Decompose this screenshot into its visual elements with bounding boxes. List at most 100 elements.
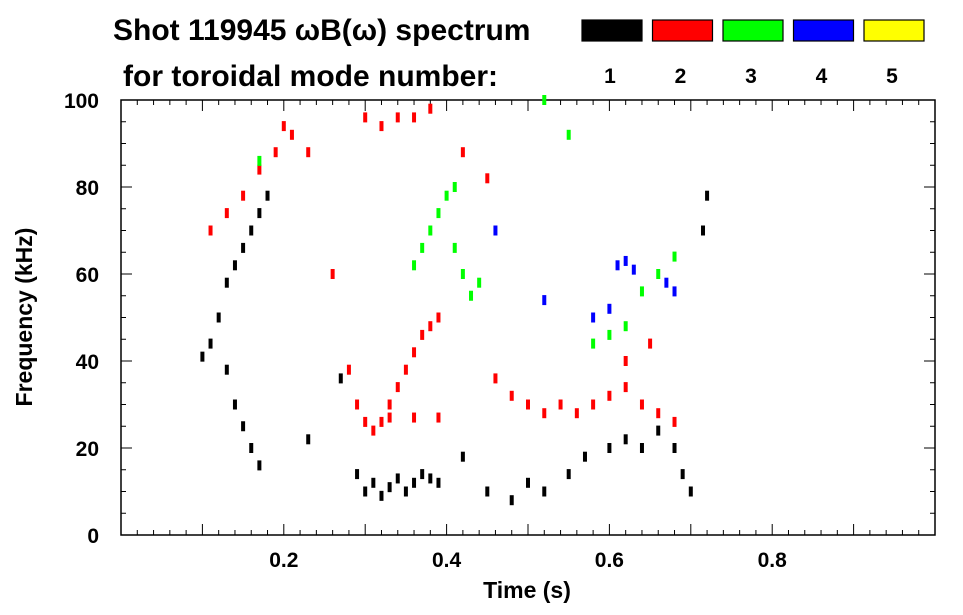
data-point-mode-3 bbox=[412, 260, 417, 271]
x-tick-label: 0.4 bbox=[432, 549, 462, 572]
data-point-mode-4 bbox=[607, 303, 612, 314]
data-point-mode-2 bbox=[403, 364, 408, 375]
data-point-mode-1 bbox=[265, 190, 270, 201]
legend-swatch-mode-1 bbox=[581, 19, 643, 42]
data-point-mode-1 bbox=[338, 373, 343, 384]
data-point-mode-1 bbox=[412, 477, 417, 488]
data-point-mode-3 bbox=[257, 155, 262, 166]
data-point-mode-2 bbox=[281, 121, 286, 132]
data-point-mode-1 bbox=[639, 443, 644, 453]
y-axis-label: Frequency (kHz) bbox=[11, 228, 37, 407]
data-point-mode-2 bbox=[509, 390, 514, 401]
data-point-mode-1 bbox=[607, 443, 612, 453]
data-point-mode-2 bbox=[639, 399, 644, 410]
legend-swatch-mode-3 bbox=[722, 19, 784, 42]
data-point-mode-1 bbox=[232, 399, 237, 410]
data-point-mode-3 bbox=[444, 190, 449, 201]
data-point-mode-2 bbox=[460, 147, 465, 158]
data-point-mode-3 bbox=[436, 208, 441, 219]
data-point-mode-2 bbox=[289, 129, 294, 140]
data-point-mode-1 bbox=[355, 469, 360, 480]
data-point-mode-2 bbox=[558, 399, 563, 410]
data-point-mode-1 bbox=[249, 225, 254, 236]
data-point-mode-1 bbox=[701, 225, 706, 236]
data-point-mode-2 bbox=[273, 147, 278, 158]
data-point-mode-1 bbox=[566, 469, 571, 480]
data-point-mode-1 bbox=[623, 434, 628, 445]
y-tick-label: 60 bbox=[76, 264, 99, 287]
x-axis-label: Time (s) bbox=[483, 577, 571, 603]
y-ticks: 0 20 40 60 80 100 bbox=[64, 90, 935, 548]
data-point-mode-1 bbox=[656, 425, 661, 436]
data-point-mode-2 bbox=[371, 425, 376, 436]
data-point-mode-1 bbox=[257, 460, 262, 471]
data-point-mode-1 bbox=[403, 486, 408, 497]
legend-label-mode-2: 2 bbox=[675, 65, 687, 88]
plot-frame bbox=[120, 99, 936, 536]
y-tick-label: 20 bbox=[76, 438, 99, 461]
data-marks bbox=[200, 95, 710, 506]
data-point-mode-2 bbox=[542, 408, 547, 419]
data-point-mode-2 bbox=[574, 408, 579, 419]
legend-label-mode-5: 5 bbox=[886, 65, 898, 88]
data-point-mode-2 bbox=[387, 412, 392, 423]
legend-label-mode-1: 1 bbox=[604, 65, 616, 88]
data-point-mode-2 bbox=[656, 408, 661, 419]
x-ticks: 0.2 0.4 0.6 0.8 bbox=[136, 100, 920, 572]
data-point-mode-1 bbox=[200, 351, 205, 362]
data-point-mode-2 bbox=[395, 382, 400, 393]
data-point-mode-1 bbox=[241, 242, 246, 253]
data-point-mode-2 bbox=[363, 416, 368, 427]
data-point-mode-2 bbox=[623, 382, 628, 393]
data-point-mode-2 bbox=[379, 416, 384, 427]
data-point-mode-1 bbox=[680, 469, 685, 480]
data-point-mode-2 bbox=[428, 103, 433, 114]
legend: 1 2 3 4 5 bbox=[581, 19, 925, 88]
legend-label-mode-3: 3 bbox=[745, 65, 757, 88]
data-point-mode-2 bbox=[387, 399, 392, 410]
data-point-mode-2 bbox=[493, 373, 498, 384]
data-point-mode-1 bbox=[688, 486, 693, 497]
data-point-mode-1 bbox=[485, 486, 490, 497]
data-point-mode-1 bbox=[224, 277, 229, 288]
data-point-mode-1 bbox=[249, 443, 254, 453]
data-point-mode-2 bbox=[648, 338, 653, 349]
data-point-mode-4 bbox=[631, 264, 636, 275]
data-point-mode-1 bbox=[526, 477, 530, 488]
data-point-mode-2 bbox=[330, 269, 335, 279]
data-point-mode-1 bbox=[363, 486, 368, 497]
data-point-mode-1 bbox=[460, 451, 465, 462]
data-point-mode-4 bbox=[623, 255, 628, 266]
data-point-mode-2 bbox=[306, 147, 311, 158]
data-point-mode-2 bbox=[591, 399, 596, 410]
data-point-mode-3 bbox=[452, 182, 457, 192]
data-point-mode-4 bbox=[672, 286, 677, 297]
x-tick-label: 0.6 bbox=[595, 549, 624, 572]
data-point-mode-3 bbox=[452, 242, 457, 253]
data-point-mode-2 bbox=[224, 208, 229, 219]
data-point-mode-3 bbox=[428, 225, 433, 236]
data-point-mode-1 bbox=[306, 434, 311, 445]
y-tick-label: 0 bbox=[87, 525, 99, 548]
data-point-mode-3 bbox=[477, 277, 482, 288]
data-point-mode-3 bbox=[542, 95, 547, 105]
data-point-mode-1 bbox=[387, 482, 392, 493]
y-tick-label: 100 bbox=[64, 90, 99, 113]
data-point-mode-1 bbox=[436, 477, 441, 488]
data-point-mode-2 bbox=[257, 164, 262, 175]
data-point-mode-2 bbox=[379, 121, 384, 132]
y-tick-label: 40 bbox=[76, 351, 99, 374]
data-point-mode-2 bbox=[412, 347, 417, 358]
y-tick-label: 80 bbox=[76, 177, 99, 200]
data-point-mode-2 bbox=[420, 329, 425, 340]
data-point-mode-3 bbox=[672, 251, 677, 262]
data-point-mode-4 bbox=[615, 260, 620, 271]
data-point-mode-2 bbox=[208, 225, 213, 236]
data-point-mode-3 bbox=[460, 269, 465, 279]
data-point-mode-4 bbox=[542, 295, 547, 306]
plot-area bbox=[120, 99, 936, 536]
chart-title: Shot 119945 ωB(ω) spectrum bbox=[113, 14, 530, 47]
data-point-mode-1 bbox=[241, 421, 246, 432]
data-point-mode-2 bbox=[355, 399, 360, 410]
